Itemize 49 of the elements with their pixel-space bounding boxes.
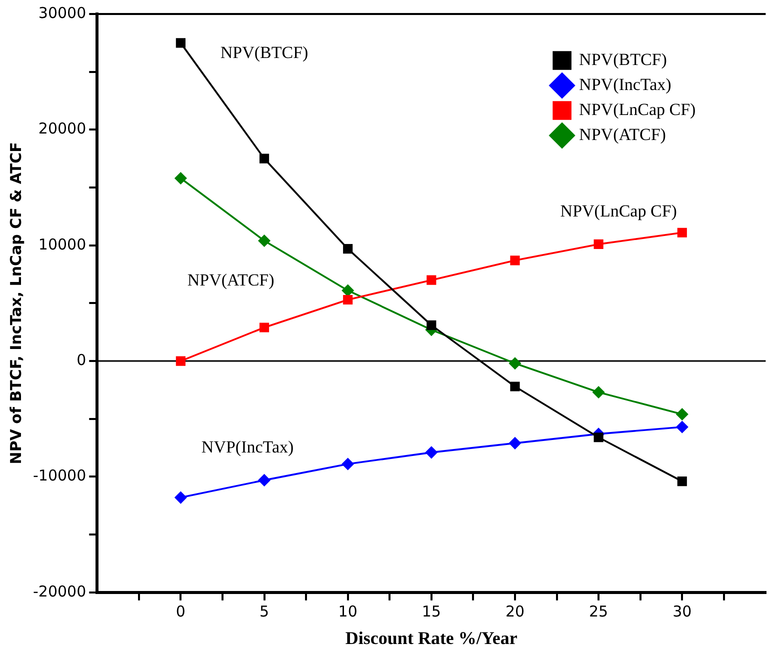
- point: [426, 446, 438, 458]
- point: [174, 492, 187, 504]
- point: [342, 458, 354, 470]
- point: [592, 386, 604, 398]
- annotation: NPV(LnCap CF): [560, 201, 677, 220]
- point: [174, 172, 187, 184]
- x-tick-label: 20: [505, 602, 525, 620]
- x-axis-title: Discount Rate %/Year: [345, 628, 518, 648]
- point: [677, 228, 687, 238]
- point: [677, 476, 687, 486]
- point: [176, 356, 186, 366]
- point: [510, 382, 520, 392]
- y-tick-label: 30000: [38, 4, 86, 22]
- point: [426, 275, 436, 285]
- x-tick-label: 10: [338, 602, 358, 620]
- y-tick-label: 0: [76, 350, 86, 369]
- point: [676, 408, 688, 420]
- annotation: NVP(IncTax): [201, 437, 294, 456]
- point: [343, 244, 353, 254]
- annotation: NPV(BTCF): [220, 42, 308, 62]
- point: [258, 474, 270, 486]
- point: [510, 256, 520, 266]
- legend-label: NPV(LnCap CF): [579, 100, 696, 119]
- point: [258, 234, 270, 247]
- x-tick-label: 30: [672, 602, 692, 620]
- x-tick-label: 15: [422, 602, 441, 620]
- point: [509, 437, 521, 450]
- y-tick-label: -10000: [32, 466, 86, 485]
- point: [259, 154, 270, 164]
- point: [176, 38, 186, 48]
- point: [259, 322, 270, 332]
- x-tick-label: 5: [260, 602, 270, 620]
- y-axis-title: NPV of BTCF, IncTax, LnCap CF & ATCF: [6, 142, 25, 464]
- point: [342, 284, 354, 296]
- legend-label: NPV(ATCF): [579, 124, 666, 144]
- point: [343, 294, 353, 305]
- annotation: NPV(ATCF): [187, 270, 274, 290]
- point: [594, 432, 604, 442]
- legend-label: NPV(IncTax): [579, 74, 672, 94]
- point: [509, 357, 521, 370]
- legend-label: NPV(BTCF): [579, 50, 667, 69]
- x-tick-label: 25: [589, 602, 608, 620]
- y-tick-label: -20000: [32, 582, 86, 600]
- point: [426, 320, 436, 330]
- point: [594, 239, 604, 249]
- x-tick-label: 0: [176, 602, 186, 620]
- y-tick-label: 20000: [38, 120, 86, 138]
- y-tick-label: 10000: [38, 235, 86, 254]
- point: [676, 421, 688, 433]
